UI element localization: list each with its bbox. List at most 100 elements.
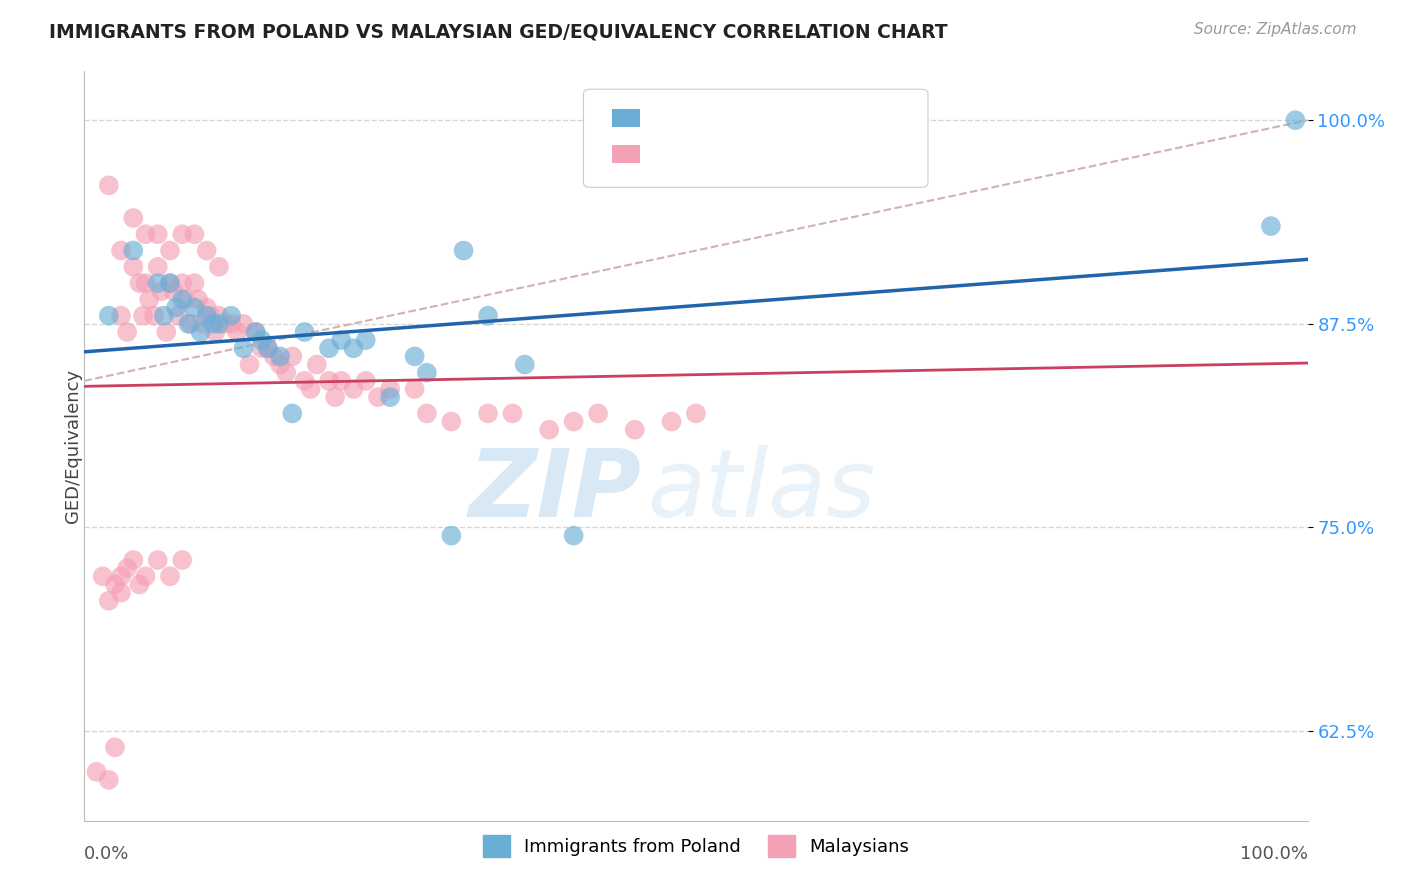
Text: R =: R = [651,145,690,163]
Point [128,276,150,290]
Point [219,317,242,331]
Point [159,569,181,583]
Point [159,276,181,290]
Point [135,569,157,583]
Point [269,350,291,364]
Point [538,423,561,437]
Point [172,227,194,242]
Point [122,244,145,258]
Point [146,276,169,290]
Point [110,309,132,323]
Point [269,358,291,372]
Text: IMMIGRANTS FROM POLAND VS MALAYSIAN GED/EQUIVALENCY CORRELATION CHART: IMMIGRANTS FROM POLAND VS MALAYSIAN GED/… [49,22,948,41]
Point [624,423,647,437]
Text: N =: N = [766,109,806,127]
Point [195,244,218,258]
Point [167,309,190,323]
Text: N =: N = [766,145,806,163]
Point [208,309,231,323]
Text: 0.108: 0.108 [690,145,748,163]
Point [97,593,120,607]
Point [276,366,298,380]
Point [155,325,177,339]
Point [159,276,181,290]
Point [183,301,205,315]
Point [380,382,402,396]
Text: atlas: atlas [647,445,876,536]
Point [263,350,285,364]
Point [195,309,218,323]
Point [380,390,402,404]
Point [146,260,169,274]
Point [226,325,249,339]
Point [132,309,155,323]
Point [165,301,187,315]
Point [342,382,364,396]
Point [214,317,236,331]
Point [453,244,475,258]
Point [128,577,150,591]
Point [330,374,353,388]
Text: 35: 35 [806,109,831,127]
Point [416,366,439,380]
Point [281,350,304,364]
Point [150,285,173,299]
Point [250,333,273,347]
Point [238,358,260,372]
Text: 0.264: 0.264 [690,109,747,127]
Point [477,406,499,420]
Point [97,309,120,323]
Point [146,553,169,567]
Point [305,358,328,372]
Point [1260,219,1282,233]
Point [323,390,346,404]
Point [122,211,145,225]
Point [232,317,254,331]
Point [115,561,138,575]
Point [1284,113,1306,128]
Point [404,350,426,364]
Point [416,406,439,420]
Point [172,293,194,307]
Point [354,333,377,347]
Point [232,341,254,355]
Point [245,325,267,339]
Point [318,374,340,388]
Text: ZIP: ZIP [468,445,641,537]
Point [135,276,157,290]
Point [562,528,585,542]
Text: Source: ZipAtlas.com: Source: ZipAtlas.com [1194,22,1357,37]
Text: 0.0%: 0.0% [84,845,129,863]
Point [86,764,108,779]
Point [180,317,202,331]
Text: 100.0%: 100.0% [1240,845,1308,863]
Point [115,325,138,339]
Point [294,325,316,339]
Point [281,406,304,420]
Point [110,569,132,583]
Point [208,317,231,331]
Point [318,341,340,355]
Point [122,553,145,567]
Point [159,244,181,258]
Point [110,585,132,599]
Point [183,227,205,242]
Y-axis label: GED/Equivalency: GED/Equivalency [65,369,82,523]
Point [685,406,707,420]
Point [190,325,212,339]
Point [502,406,524,420]
Point [257,341,280,355]
Point [146,227,169,242]
Point [404,382,426,396]
Point [586,406,609,420]
Point [440,415,463,429]
Point [299,382,322,396]
Point [245,325,267,339]
Point [187,293,209,307]
Point [97,178,120,193]
Text: 82: 82 [806,145,831,163]
Point [174,293,197,307]
Point [661,415,683,429]
Point [201,317,224,331]
Point [91,569,114,583]
